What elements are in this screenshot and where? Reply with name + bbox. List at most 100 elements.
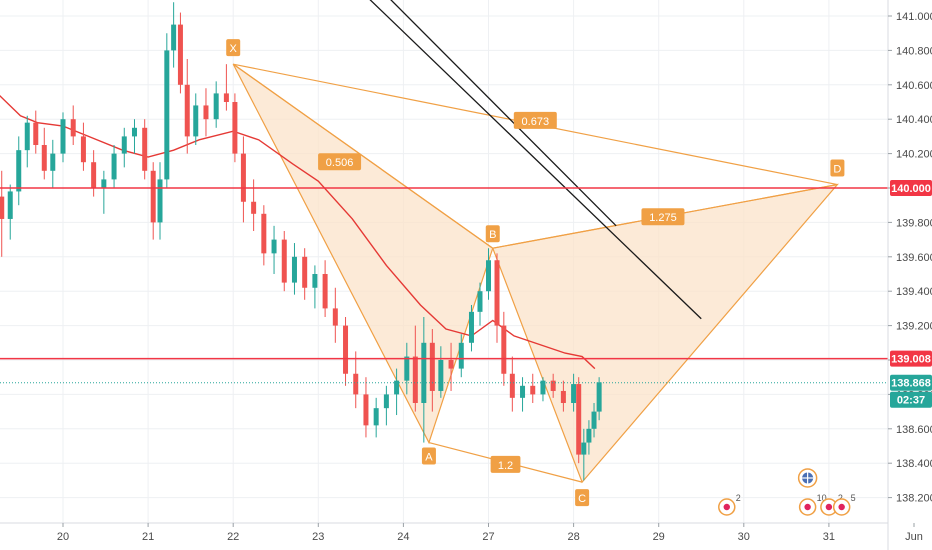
candle — [591, 403, 597, 438]
price-line-tag-1-box[interactable] — [890, 180, 932, 196]
event-marker-count: 10 — [817, 493, 827, 503]
last-price-tag-box[interactable] — [890, 374, 932, 391]
candle-body — [171, 24, 177, 51]
candle-body — [438, 360, 444, 391]
candle — [429, 329, 435, 412]
trend-lines[interactable] — [357, 0, 702, 320]
price-tick-label: 139.600 — [896, 252, 932, 264]
price-tick-label: 140.600 — [896, 80, 932, 92]
candle-body — [232, 102, 238, 154]
candle-body — [184, 84, 190, 137]
candle-body — [509, 373, 515, 398]
candle-body — [24, 122, 30, 151]
price-tick-label: 140.800 — [896, 45, 932, 57]
candle — [60, 112, 66, 163]
candle-body — [383, 394, 389, 409]
candle — [383, 385, 389, 426]
candle-body — [261, 213, 267, 254]
pattern-labels[interactable]: X A B C D 0.506 0.673 1.275 1.2 — [226, 39, 845, 507]
candle-body — [312, 274, 318, 288]
candle — [596, 377, 602, 421]
candle — [80, 122, 86, 171]
candle — [171, 2, 177, 68]
candle-body — [7, 191, 13, 219]
candle-body — [581, 442, 587, 455]
point-label-a: A — [425, 452, 433, 464]
candle — [576, 377, 582, 464]
price-lines[interactable] — [0, 187, 888, 384]
candle — [322, 260, 328, 317]
trend-line-2[interactable] — [378, 0, 617, 227]
candle — [560, 380, 566, 412]
ratio-label-box[interactable] — [318, 153, 362, 171]
ratio-label-box[interactable] — [490, 455, 521, 473]
candle-body — [251, 201, 257, 214]
candle — [7, 184, 13, 240]
candle-body — [291, 256, 297, 283]
candle-body — [373, 408, 379, 426]
candle — [404, 342, 410, 395]
candle — [373, 397, 379, 438]
candle — [486, 248, 491, 300]
ratio-label-box[interactable] — [641, 208, 685, 226]
candle-body — [121, 136, 127, 154]
candle-body — [560, 390, 566, 403]
event-marker-count: 2 — [736, 493, 741, 503]
point-label-box-a[interactable] — [421, 447, 436, 465]
price-tick-label: 139.400 — [896, 286, 932, 298]
candle-body — [150, 170, 156, 223]
candle-body — [540, 380, 546, 395]
countdown-tag-box[interactable] — [890, 391, 932, 408]
candle — [438, 346, 444, 398]
moving-average-line — [0, 94, 596, 370]
event-marker-dot — [723, 503, 730, 511]
point-label-box-x[interactable] — [226, 39, 241, 57]
time-tick-label: 29 — [653, 531, 665, 543]
time-tick-label: 23 — [312, 531, 324, 543]
candle-body — [223, 93, 229, 102]
ratio-label: 0.506 — [326, 157, 354, 169]
ratio-label: 0.673 — [522, 116, 550, 128]
candle — [571, 373, 577, 412]
candle-body — [271, 239, 277, 254]
candle-body — [60, 119, 66, 154]
candle — [101, 170, 107, 214]
candle-body — [142, 127, 148, 171]
candle-body — [131, 127, 137, 137]
time-axis[interactable]: 20 21 22 23 24 27 28 29 30 31 Jun — [0, 522, 923, 543]
pattern-line-xb[interactable] — [232, 63, 494, 249]
point-label-c: C — [578, 493, 586, 505]
event-marker-dot — [804, 503, 811, 511]
price-line-tag-2-box[interactable] — [890, 350, 932, 367]
price-tick-label: 138.200 — [896, 493, 932, 505]
candle — [0, 170, 5, 257]
candle-body — [0, 196, 5, 219]
candle-body — [343, 325, 349, 374]
ratio-label: 1.275 — [649, 212, 677, 224]
candle-body — [302, 256, 308, 288]
candle-body — [394, 380, 400, 395]
candle-body — [33, 122, 39, 145]
point-label-box-c[interactable] — [575, 489, 590, 507]
time-tick-label: Jun — [905, 531, 923, 543]
candle-body — [458, 342, 464, 369]
point-label-box-b[interactable] — [485, 225, 500, 243]
point-label-box-d[interactable] — [830, 159, 845, 177]
price-axis[interactable]: 141.000 140.800 140.600 140.400 140.200 140.0… — [887, 0, 932, 550]
candle — [70, 105, 76, 145]
candle-body — [281, 239, 287, 283]
candle-body — [421, 342, 427, 403]
time-tick-label: 22 — [227, 531, 239, 543]
trend-line-1[interactable] — [357, 0, 702, 320]
candle — [332, 287, 338, 343]
moving-average — [0, 94, 596, 370]
price-tick-label: 138.400 — [896, 458, 932, 470]
candle — [586, 420, 592, 455]
ratio-label-box[interactable] — [513, 111, 557, 129]
candle-body — [576, 384, 582, 455]
candle — [91, 150, 97, 197]
candle — [468, 304, 474, 352]
candle — [203, 88, 209, 137]
candle-body — [591, 411, 597, 429]
